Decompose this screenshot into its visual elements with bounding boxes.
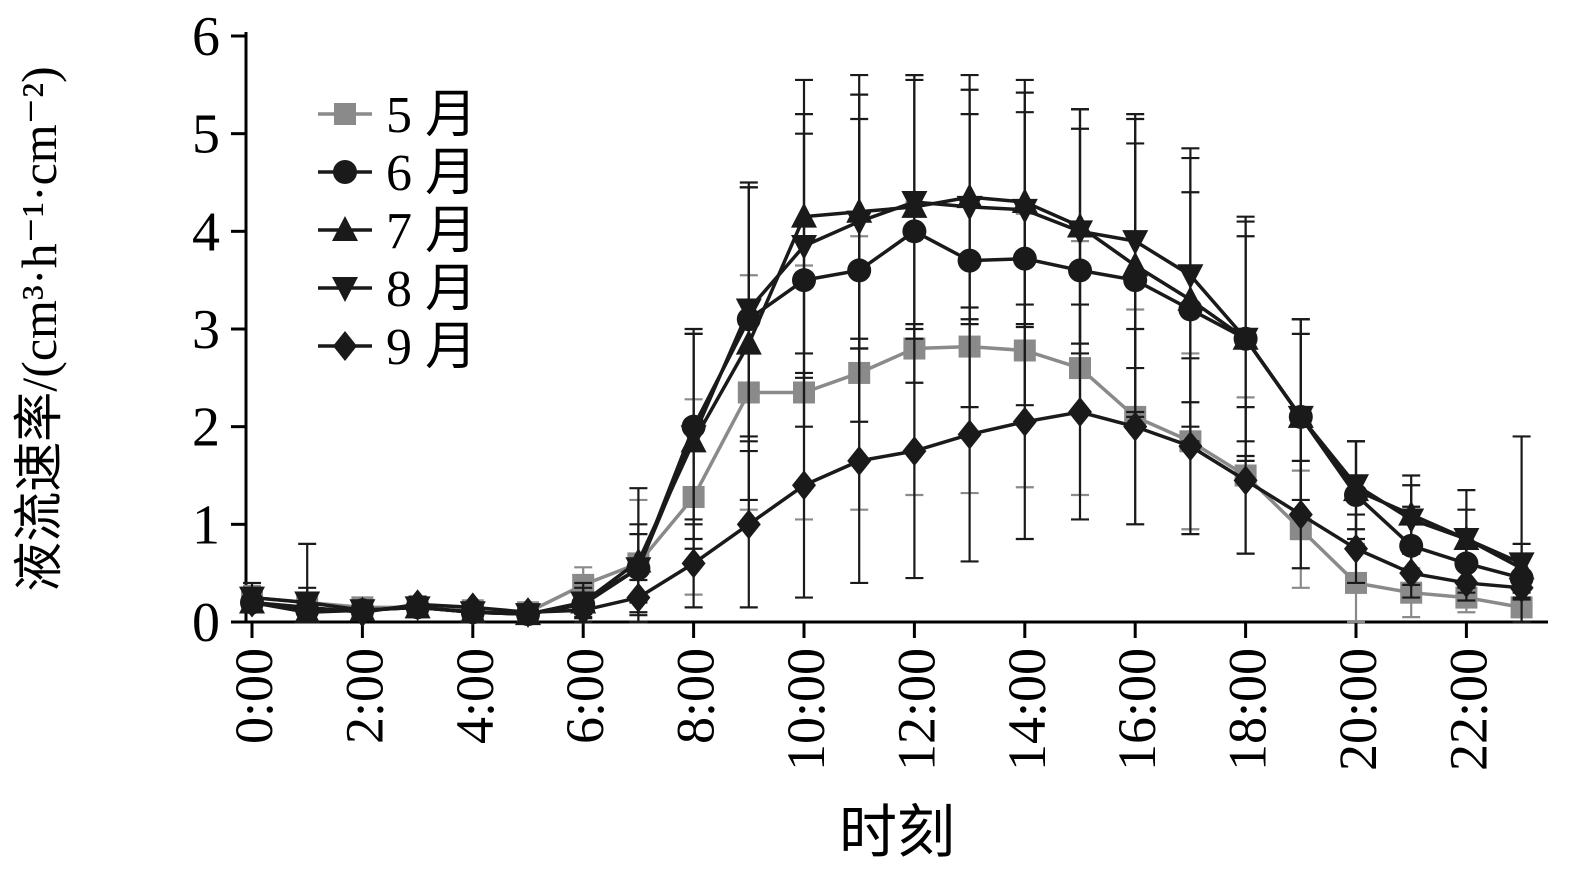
y-tick-label: 0 (192, 592, 220, 654)
y-tick-label: 2 (192, 397, 220, 459)
y-tick-label: 1 (192, 494, 220, 556)
y-axis-label: 液流速率/(cm³·h⁻¹·cm⁻²) (11, 66, 67, 591)
triangle-down-marker (680, 425, 707, 451)
y-tick-label: 6 (192, 6, 220, 68)
x-tick-label: 12:00 (886, 648, 946, 771)
diamond-marker (1509, 572, 1534, 603)
y-axis-title: 液流速率/(cm³·h⁻¹·cm⁻²) (11, 66, 67, 591)
diamond-marker (736, 509, 761, 540)
legend: 5 月6 月7 月8 月9 月 (318, 87, 477, 376)
square-marker (334, 103, 356, 125)
diamond-marker (847, 445, 872, 476)
x-tick-label: 6:00 (555, 648, 615, 744)
diamond-marker (957, 419, 982, 450)
x-tick-label: 22:00 (1438, 648, 1498, 771)
triangle-down-marker (791, 234, 817, 260)
y-tick-label: 5 (192, 104, 220, 166)
diamond-marker (460, 592, 485, 623)
triangle-down-marker (901, 191, 928, 217)
diamond-marker (1068, 397, 1092, 428)
x-tick-label: 18:00 (1218, 648, 1278, 771)
triangle-down-marker (332, 277, 358, 302)
triangle-down-marker (1453, 527, 1480, 553)
x-axis-label: 时刻 (839, 800, 955, 865)
series-9月 (240, 303, 1534, 628)
triangle-down-marker (1343, 474, 1369, 500)
triangle-down-marker (846, 210, 873, 236)
diamond-marker (1399, 558, 1424, 589)
diamond-marker (792, 470, 816, 501)
diamond-marker (1012, 406, 1037, 437)
x-tick-label: 0:00 (224, 648, 284, 744)
diamond-marker (571, 595, 596, 626)
x-tick-label: 20:00 (1328, 648, 1388, 771)
circle-marker (333, 160, 357, 184)
triangle-down-marker (1011, 198, 1038, 224)
x-tick-label: 2:00 (334, 648, 394, 744)
triangle-down-marker (1177, 264, 1204, 290)
diamond-marker (405, 589, 430, 620)
diamond-marker (1454, 567, 1479, 598)
triangle-down-marker (1067, 220, 1093, 246)
series-line (251, 200, 1523, 616)
triangle-down-marker (1508, 552, 1535, 578)
diamond-marker (350, 597, 375, 628)
triangle-down-marker (1287, 405, 1314, 431)
diamond-marker (240, 587, 264, 618)
diamond-marker (333, 331, 357, 361)
x-tick-label: 8:00 (666, 648, 726, 744)
x-axis: 0:00 2:00 4:00 6:00 8:00 10:00 12:00 14:00 16:00… (224, 622, 1498, 771)
legend-label: 9 月 (386, 319, 477, 376)
y-tick-label: 3 (192, 299, 220, 361)
triangle-up-marker (332, 216, 358, 241)
diamond-marker (1233, 465, 1258, 496)
diamond-marker (626, 582, 651, 613)
triangle-down-marker (625, 557, 652, 583)
triangle-down-marker (735, 298, 762, 324)
legend-label: 7 月 (386, 203, 477, 260)
triangle-down-marker (956, 195, 983, 221)
legend-label: 5 月 (386, 87, 477, 144)
triangle-down-marker (1122, 230, 1149, 256)
legend-label: 6 月 (386, 145, 477, 202)
diamond-marker (1288, 499, 1313, 530)
x-tick-label: 10:00 (776, 648, 836, 771)
x-axis-title: 时刻 (839, 800, 955, 865)
series-line (251, 410, 1522, 614)
diamond-marker (681, 548, 706, 579)
series-line (251, 344, 1522, 614)
x-tick-label: 16:00 (1107, 648, 1167, 771)
diamond-marker (1344, 533, 1368, 564)
y-axis: 0 1 2 3 4 5 6 (192, 6, 246, 654)
diamond-marker (1178, 431, 1203, 462)
diamond-marker (516, 597, 540, 628)
legend-label: 8 月 (386, 261, 477, 318)
x-tick-label: 4:00 (445, 648, 505, 744)
diamond-marker (902, 436, 927, 467)
diamond-marker (1123, 411, 1148, 442)
triangle-down-marker (1398, 508, 1425, 534)
triangle-down-marker (1232, 327, 1259, 353)
x-tick-label: 14:00 (997, 648, 1057, 771)
diamond-marker (295, 592, 320, 623)
y-tick-label: 4 (192, 201, 220, 263)
